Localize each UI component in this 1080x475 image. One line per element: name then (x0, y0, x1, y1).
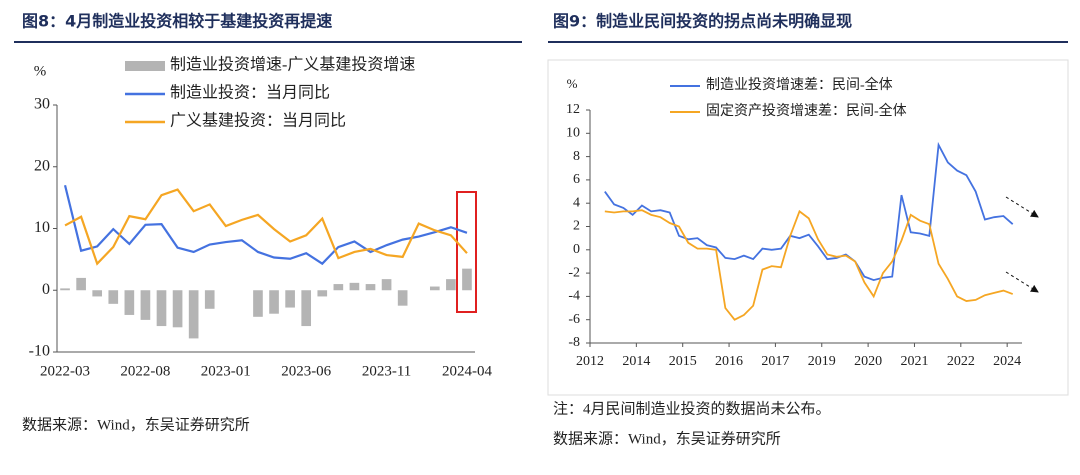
bar (365, 284, 376, 291)
bar (76, 277, 86, 291)
line-series (604, 209, 1014, 321)
bar (172, 290, 183, 328)
y-axis-label: % (34, 63, 47, 79)
y-tick-label: -6 (568, 312, 580, 327)
x-tick-label: 2024 (993, 354, 1021, 369)
note: 注：4月民间制造业投资的数据尚未公布。 (553, 400, 831, 417)
x-tick-label: 2016 (715, 354, 743, 369)
trend-arrow (1005, 196, 1039, 218)
y-tick-label: -4 (568, 289, 580, 304)
bar (156, 290, 167, 327)
x-tick-label: 2022 (947, 354, 975, 369)
bar (204, 290, 215, 309)
line-series (63, 185, 468, 266)
line-series (604, 141, 1014, 282)
legend-label: 制造业投资增速-广义基建投资增速 (170, 56, 415, 74)
legend-label: 广义基建投资：当月同比 (170, 112, 346, 130)
x-tick-label: 2022-08 (120, 363, 170, 379)
bar (429, 286, 440, 291)
chart-frame (547, 59, 1069, 396)
y-tick-label: 4 (573, 195, 580, 210)
bar (269, 290, 279, 314)
y-tick-label: 0 (573, 242, 580, 257)
bar (349, 282, 360, 291)
figure-title: 图9：制造业民间投资的拐点尚未明确显现 (553, 12, 852, 31)
y-tick-label: 30 (34, 96, 50, 113)
bar (140, 290, 151, 320)
legend-label: 制造业投资：当月同比 (170, 84, 330, 102)
x-tick-label: 2023-11 (362, 363, 411, 379)
x-tick-label: 2015 (669, 354, 697, 369)
x-tick-label: 2017 (761, 354, 789, 369)
y-tick-label: 10 (34, 219, 50, 236)
line-series (64, 188, 468, 266)
legend-swatch (125, 61, 165, 71)
x-tick-label: 2014 (622, 354, 650, 369)
bar (60, 288, 70, 291)
y-tick-label: 6 (573, 172, 580, 187)
y-tick-label: -8 (568, 335, 580, 350)
x-tick-label: 2023-01 (201, 363, 251, 379)
x-tick-label: 2012 (576, 354, 604, 369)
y-tick-label: 20 (34, 157, 50, 174)
bar (333, 284, 344, 291)
bar (124, 290, 135, 315)
bar (285, 290, 295, 308)
source: 数据来源：Wind，东吴证券研究所 (553, 430, 781, 447)
y-tick-label: 8 (573, 149, 580, 164)
trend-arrow (1005, 271, 1039, 293)
legend-label: 制造业投资增速差：民间-全体 (706, 76, 893, 93)
y-tick-label: -10 (29, 343, 50, 360)
x-tick-label: 2020 (854, 354, 882, 369)
bar (397, 290, 408, 306)
bar (253, 290, 263, 317)
y-tick-label: 0 (42, 281, 50, 298)
bar (301, 290, 312, 327)
x-tick-label: 2019 (808, 354, 836, 369)
x-tick-label: 2022-03 (40, 363, 90, 379)
legend-label: 固定资产投资增速差：民间-全体 (706, 102, 907, 119)
highlight-box (456, 191, 477, 313)
y-tick-label: 2 (573, 219, 580, 234)
x-tick-label: 2024-04 (442, 363, 492, 379)
bar (108, 290, 119, 304)
y-tick-label: 10 (566, 126, 580, 141)
x-tick-label: 2023-06 (281, 363, 331, 379)
x-tick-label: 2021 (900, 354, 928, 369)
figure-title: 图8：4月制造业投资相较于基建投资再提速 (22, 12, 332, 31)
bar (188, 290, 199, 339)
bar (317, 290, 328, 297)
y-tick-label: -2 (568, 265, 580, 280)
bar (92, 290, 103, 297)
bar (381, 279, 392, 291)
bar (446, 279, 456, 291)
source: 数据来源：Wind，东吴证券研究所 (22, 416, 250, 433)
y-tick-label: 12 (566, 102, 580, 117)
y-axis-label: % (567, 76, 578, 91)
bar (462, 268, 472, 291)
